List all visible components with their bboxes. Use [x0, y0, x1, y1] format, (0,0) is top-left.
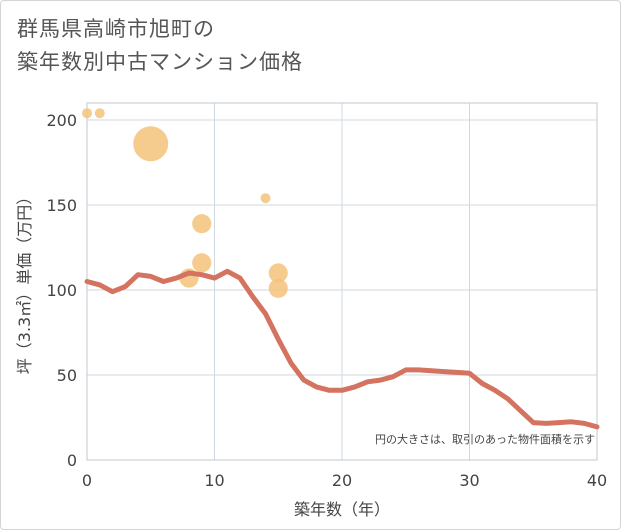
bubble-point [192, 253, 212, 273]
x-tick-labels: 0 10 20 30 40 [82, 471, 607, 490]
x-tick-label: 30 [459, 471, 479, 490]
title-line-2: 築年数別中古マンション価格 [17, 50, 303, 74]
bubble-point [94, 108, 105, 119]
y-tick-label: 50 [57, 366, 77, 385]
bubble-point [268, 263, 288, 283]
y-tick-label: 150 [46, 196, 77, 215]
bubble-point [268, 278, 288, 298]
x-tick-label: 0 [82, 471, 92, 490]
x-tick-label: 20 [332, 471, 352, 490]
y-tick-label: 100 [46, 281, 77, 300]
y-tick-label: 200 [46, 111, 77, 130]
bubble-point [82, 108, 92, 119]
bubble-size-note: 円の大きさは、取引のあった物件面積を示す [375, 432, 595, 446]
bubble-point [260, 193, 271, 204]
title-line-1: 群馬県高崎市旭町の [17, 17, 215, 41]
chart-title: 群馬県高崎市旭町の 築年数別中古マンション価格 [17, 13, 303, 79]
y-tick-labels: 0 50 100 150 200 [46, 111, 77, 470]
average-price-line [84, 268, 600, 430]
x-tick-label: 10 [204, 471, 224, 490]
x-axis-label: 築年数（年） [294, 500, 390, 519]
bubble-series [82, 108, 288, 298]
x-tick-label: 40 [587, 471, 607, 490]
bubble-point [192, 214, 212, 234]
y-tick-label: 0 [67, 451, 77, 470]
bubble-point [133, 126, 169, 162]
y-axis-label: 坪（3.3㎡）単価（万円） [15, 189, 34, 374]
